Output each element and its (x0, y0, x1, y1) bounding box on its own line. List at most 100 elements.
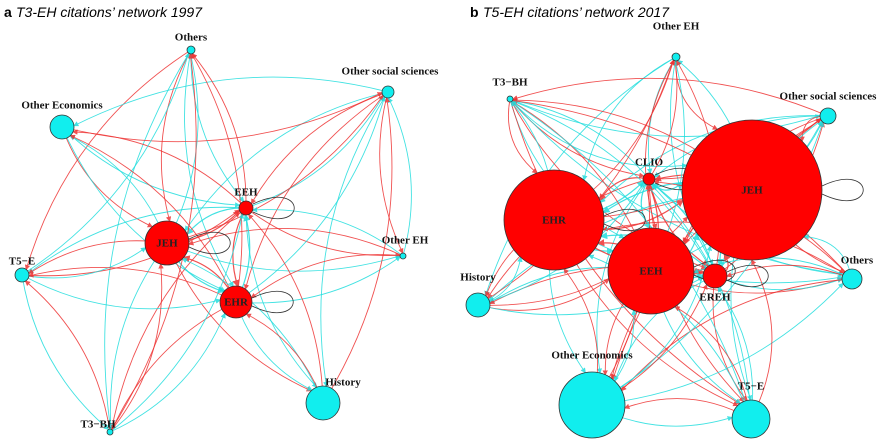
edge (322, 96, 393, 404)
edge (166, 242, 312, 392)
edge (181, 258, 324, 404)
edge (726, 264, 853, 280)
edge (109, 213, 245, 433)
node-label: JEH (741, 185, 763, 197)
edge (648, 60, 679, 180)
panel-letter: a (4, 4, 12, 20)
nodes: Others Other social sciences Other Economi… (9, 21, 877, 439)
edge (21, 274, 221, 310)
node (14, 267, 30, 283)
edge (107, 242, 168, 431)
node (399, 252, 407, 260)
node (702, 263, 728, 289)
panel-title: T3-EH citations’ network 1997 (16, 4, 203, 20)
edge (104, 49, 192, 430)
panel-letter: b (470, 4, 479, 20)
self-loop (726, 265, 769, 287)
edge (245, 207, 402, 259)
edge (61, 126, 241, 208)
edge (191, 53, 243, 303)
edge (511, 100, 716, 277)
node-label: EHR (224, 297, 249, 309)
self-loop (251, 291, 294, 313)
edge (251, 207, 404, 257)
edge (250, 254, 404, 299)
node-label: History (460, 272, 496, 284)
node (465, 292, 491, 318)
edge (21, 52, 190, 276)
node-label: CLIO (635, 157, 664, 169)
edge (600, 115, 829, 203)
edge (111, 301, 237, 431)
edge (235, 95, 386, 303)
edge (511, 98, 650, 180)
node (506, 95, 514, 103)
edge (109, 207, 247, 431)
node (186, 45, 196, 55)
edge (27, 206, 247, 274)
node (681, 119, 823, 261)
edge (166, 94, 384, 244)
node (238, 200, 254, 216)
edge (109, 263, 164, 433)
edge (596, 178, 650, 374)
edge (235, 256, 401, 304)
edge (379, 91, 404, 254)
node (49, 114, 75, 140)
node-label: EEH (234, 187, 258, 199)
node-label: T3−BH (493, 77, 528, 89)
edge (190, 49, 245, 203)
edge (509, 98, 741, 405)
node (219, 285, 253, 319)
edge (484, 56, 677, 297)
edge (61, 126, 154, 228)
self-loop (252, 197, 295, 219)
node (607, 227, 695, 315)
self-loop (821, 179, 864, 201)
edge (73, 76, 389, 127)
node (503, 169, 605, 271)
node (819, 107, 837, 125)
edge (245, 95, 384, 209)
node-label: EREH (699, 292, 731, 304)
node (642, 172, 656, 186)
edge (184, 91, 389, 232)
edge (61, 92, 383, 143)
self-loop (188, 232, 231, 254)
edge (109, 312, 226, 433)
node-label: T5−E (9, 256, 35, 268)
node-label: Other Economics (21, 100, 103, 112)
edge (669, 56, 714, 265)
node-label: EEH (639, 266, 663, 278)
panel-a-heading: a T3-EH citations’ network 1997 (4, 4, 203, 20)
edge (21, 274, 110, 430)
edge (644, 56, 677, 230)
edge (245, 207, 318, 388)
edge (591, 282, 844, 406)
node (144, 220, 190, 266)
edge (166, 242, 401, 272)
edge (247, 213, 324, 404)
node-label: History (325, 377, 361, 389)
node-label: JEH (156, 238, 178, 250)
node-label: T3−BH (81, 419, 116, 431)
edge (21, 209, 241, 277)
edge (69, 134, 237, 303)
node (305, 385, 341, 421)
edge (235, 301, 313, 391)
node-label: Other EH (653, 21, 700, 33)
edge (160, 49, 192, 223)
node-label: Other Economics (551, 350, 633, 362)
edge (24, 280, 111, 433)
edge (509, 98, 688, 169)
edge (750, 259, 773, 420)
node-label: Others (175, 32, 208, 44)
node-label: Other social sciences (342, 66, 440, 78)
edge (613, 275, 716, 382)
edge (712, 275, 747, 402)
node (558, 371, 626, 439)
node (671, 52, 681, 62)
edge (388, 97, 412, 257)
panel-title: T5-EH citations’ network 2017 (483, 4, 670, 20)
